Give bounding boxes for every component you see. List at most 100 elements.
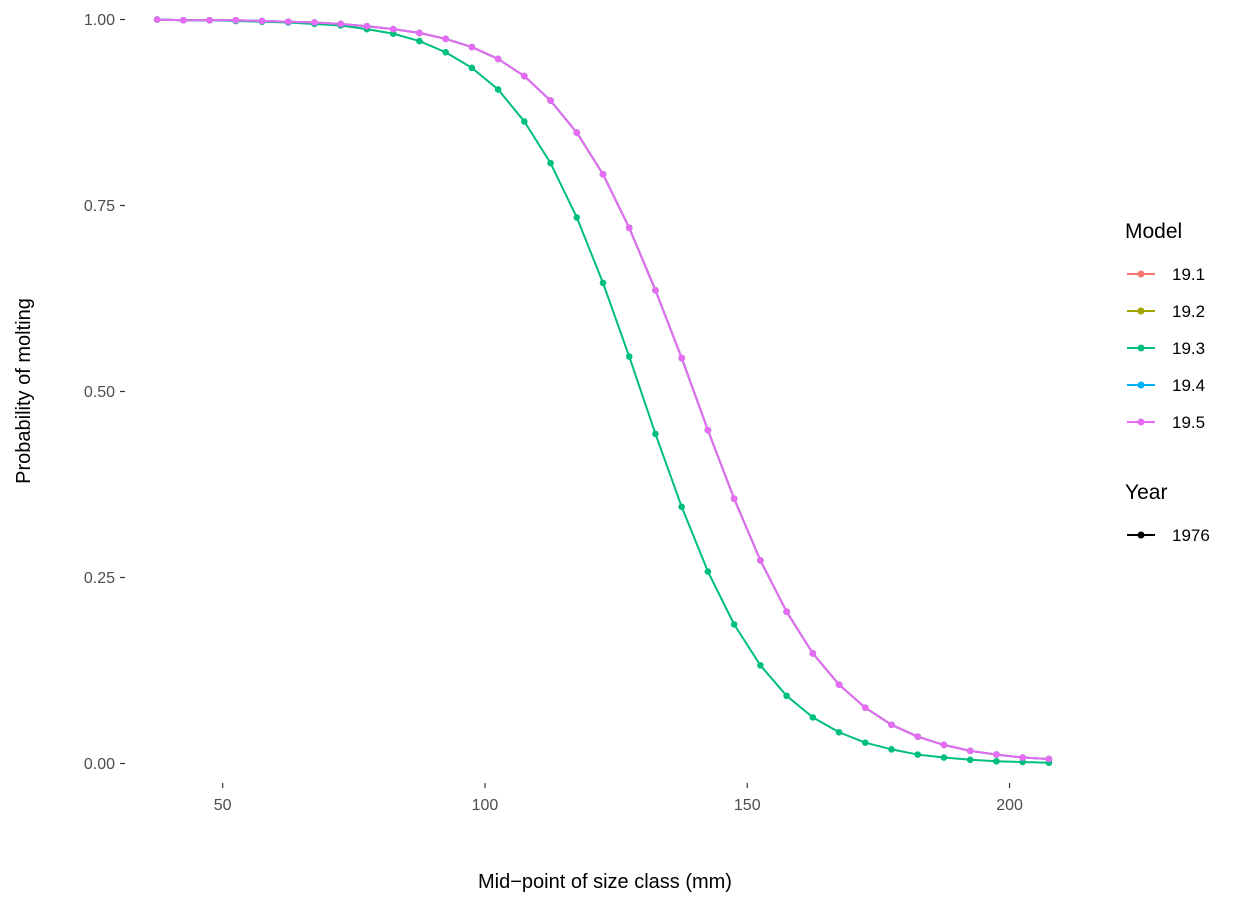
data-point — [153, 16, 161, 23]
data-point — [573, 214, 581, 221]
data-point — [442, 35, 449, 43]
data-point — [966, 747, 974, 755]
data-point — [835, 728, 843, 736]
series-19-1 — [153, 16, 1053, 763]
legend: Model 19.1 19.2 19.3 19.4 19.5 Year 1976 — [1125, 220, 1210, 545]
legend-key-point — [1137, 418, 1145, 426]
x-axis-title: Mid−point of size class (mm) — [478, 871, 732, 893]
data-point — [180, 16, 187, 24]
y-tick-label: 0.50 — [84, 384, 115, 401]
series-line — [157, 18, 1049, 761]
data-point — [521, 72, 528, 80]
data-point — [363, 22, 371, 30]
series-line — [157, 18, 1049, 761]
legend-label: 19.1 — [1172, 265, 1205, 284]
data-point — [442, 48, 449, 56]
data-point — [993, 757, 1000, 765]
data-point — [861, 704, 869, 711]
data-point — [494, 86, 502, 93]
data-point — [284, 18, 292, 26]
data-point — [704, 568, 712, 575]
data-point — [809, 714, 817, 721]
data-point — [389, 25, 397, 33]
data-point — [599, 170, 607, 178]
axes: 0.00 0.25 0.50 0.75 1.00 50 100 150 200 — [84, 12, 1023, 814]
series-19-4 — [153, 16, 1053, 763]
data-point — [1045, 755, 1053, 763]
y-tick-label: 0.25 — [84, 570, 115, 587]
legend-title: Model — [1125, 220, 1182, 243]
legend-key-point — [1137, 307, 1145, 315]
data-point — [206, 16, 213, 24]
data-point — [966, 756, 974, 764]
series-19-5 — [153, 16, 1053, 763]
legend-title: Year — [1125, 481, 1167, 504]
series-line — [157, 18, 1049, 764]
legend-label: 19.5 — [1172, 413, 1205, 432]
data-point — [678, 354, 685, 362]
legend-item: 19.1 — [1127, 265, 1205, 284]
data-point — [416, 37, 423, 45]
series-19-2 — [153, 16, 1053, 763]
data-point — [757, 661, 764, 669]
series-line — [157, 18, 1049, 761]
y-tick-label: 0.75 — [84, 198, 115, 215]
data-point — [337, 20, 345, 28]
legend-item: 19.4 — [1127, 376, 1205, 395]
y-axis-title: Probability of molting — [13, 298, 35, 484]
data-point — [416, 29, 423, 37]
data-point — [547, 159, 554, 167]
y-tick-label: 0.00 — [84, 756, 115, 773]
legend-key-point — [1137, 531, 1145, 539]
data-point — [730, 495, 738, 502]
data-point — [783, 608, 790, 616]
data-point — [678, 503, 685, 511]
data-point — [468, 43, 476, 51]
data-point — [757, 557, 764, 564]
data-point — [888, 721, 895, 729]
legend-item: 1976 — [1127, 526, 1210, 545]
series-line — [157, 18, 1049, 761]
legend-label: 19.2 — [1172, 302, 1205, 321]
legend-item: 19.3 — [1127, 339, 1205, 358]
data-point — [835, 681, 843, 688]
data-point — [625, 224, 633, 232]
data-point — [573, 129, 581, 136]
data-point — [730, 621, 738, 628]
x-tick-label: 50 — [214, 797, 232, 814]
legend-label: 19.3 — [1172, 339, 1205, 358]
legend-label: 19.4 — [1172, 376, 1205, 395]
data-point — [468, 64, 476, 72]
legend-key-point — [1137, 270, 1145, 278]
y-tick-label: 1.00 — [84, 12, 115, 29]
data-point — [940, 754, 948, 761]
data-point — [809, 650, 817, 657]
data-point — [914, 733, 922, 741]
legend-key-point — [1137, 344, 1145, 352]
x-tick-label: 200 — [996, 797, 1023, 814]
legend-item: 19.5 — [1127, 413, 1205, 432]
plot-area — [153, 16, 1053, 767]
legend-label: 1976 — [1172, 526, 1210, 545]
data-point — [625, 353, 633, 360]
data-point — [311, 19, 318, 26]
data-point — [652, 430, 659, 438]
data-point — [940, 741, 948, 749]
data-point — [704, 426, 712, 434]
data-point — [783, 692, 790, 700]
data-point — [521, 118, 528, 125]
data-point — [599, 279, 607, 287]
data-point — [1019, 754, 1026, 761]
x-tick-label: 150 — [734, 797, 761, 814]
legend-key-point — [1137, 381, 1145, 389]
data-point — [888, 746, 895, 753]
data-point — [494, 55, 502, 63]
data-point — [258, 17, 266, 25]
legend-item: 19.2 — [1127, 302, 1205, 321]
data-point — [861, 739, 869, 746]
series-19-3 — [153, 16, 1053, 767]
data-point — [232, 16, 240, 24]
x-tick-label: 100 — [472, 797, 499, 814]
data-point — [652, 287, 659, 294]
